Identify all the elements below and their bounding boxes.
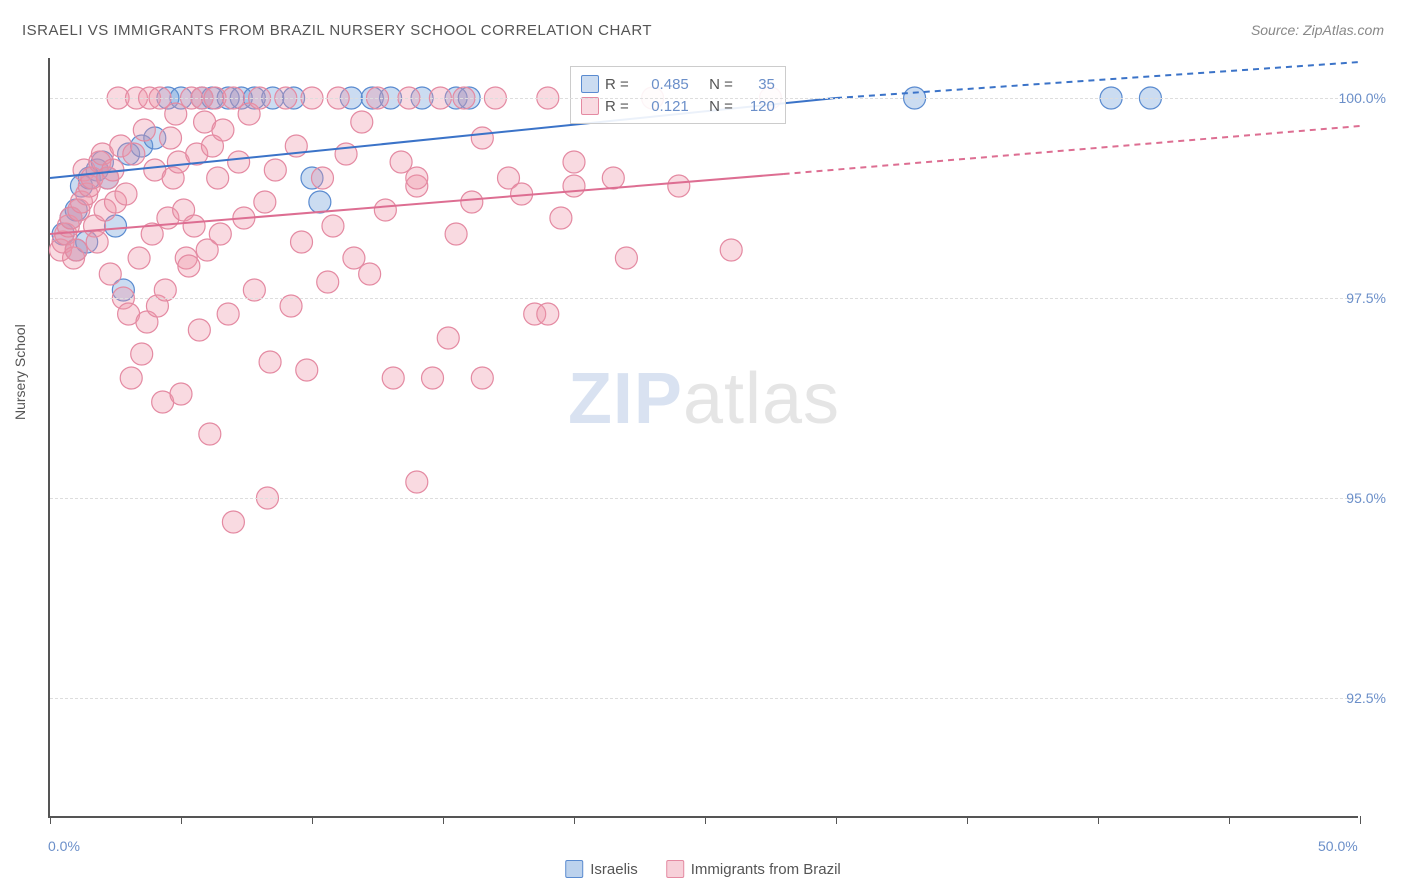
scatter-point [65,239,87,261]
gridline [50,498,1358,499]
scatter-point [131,343,153,365]
legend-n-value: 35 [739,76,775,93]
scatter-point [563,175,585,197]
scatter-point [160,127,182,149]
trend-line-dashed [836,62,1360,98]
scatter-point [406,167,428,189]
scatter-point [217,303,239,325]
scatter-point [212,119,234,141]
scatter-point [471,127,493,149]
scatter-point [615,247,637,269]
scatter-point [99,263,121,285]
scatter-point [563,151,585,173]
scatter-point [123,143,145,165]
scatter-point [115,183,137,205]
bottom-legend-item: Israelis [565,860,638,878]
scatter-point [199,423,221,445]
x-tick [50,816,51,824]
legend-r-value: 0.485 [635,76,689,93]
y-tick-label: 100.0% [1339,90,1386,106]
x-tick [312,816,313,824]
legend-swatch [581,75,599,93]
scatter-point [351,111,373,133]
y-tick-label: 97.5% [1346,290,1386,306]
scatter-point [720,239,742,261]
scatter-point [322,215,344,237]
y-axis-label: Nursery School [12,324,28,420]
x-tick [1098,816,1099,824]
x-tick [181,816,182,824]
x-tick [967,816,968,824]
legend-swatch [666,860,684,878]
x-tick [443,816,444,824]
gridline [50,298,1358,299]
scatter-point [374,199,396,221]
scatter-point [259,351,281,373]
x-tick [836,816,837,824]
scatter-point [222,511,244,533]
y-tick-label: 92.5% [1346,690,1386,706]
bottom-legend-item: Immigrants from Brazil [666,860,841,878]
legend-n-label: N = [709,76,733,93]
x-tick [574,816,575,824]
chart-svg [50,58,1358,816]
scatter-point [550,207,572,229]
x-tick [705,816,706,824]
scatter-point [359,263,381,285]
scatter-point [254,191,276,213]
scatter-point [537,303,559,325]
scatter-point [602,167,624,189]
scatter-point [668,175,690,197]
scatter-point [207,167,229,189]
legend-n-label: N = [709,98,733,115]
legend-swatch [565,860,583,878]
scatter-point [311,167,333,189]
y-tick-label: 95.0% [1346,490,1386,506]
correlation-legend: R = 0.485 N = 35 R = 0.121 N = 120 [570,66,786,124]
scatter-point [461,191,483,213]
legend-r-value: 0.121 [635,98,689,115]
scatter-point [317,271,339,293]
scatter-point [188,319,210,341]
scatter-point [178,255,200,277]
scatter-point [120,367,142,389]
gridline [50,98,1358,99]
bottom-legend: Israelis Immigrants from Brazil [565,860,841,878]
x-tick-label: 0.0% [48,838,80,854]
scatter-point [264,159,286,181]
scatter-point [128,247,150,269]
x-tick [1229,816,1230,824]
scatter-point [183,215,205,237]
scatter-point [170,383,192,405]
scatter-point [228,151,250,173]
scatter-point [382,367,404,389]
plot-area: ZIPatlas R =0.485 N =35R =0.121 N =120 [48,58,1358,818]
scatter-point [291,231,313,253]
x-tick-label: 50.0% [1318,838,1358,854]
legend-r-label: R = [605,98,629,115]
gridline [50,698,1358,699]
scatter-point [422,367,444,389]
trend-line-dashed [784,126,1360,174]
scatter-point [471,367,493,389]
legend-row: R = 0.485 N = 35 [581,73,775,95]
scatter-point [445,223,467,245]
scatter-point [406,471,428,493]
chart-title: ISRAELI VS IMMIGRANTS FROM BRAZIL NURSER… [22,22,652,39]
scatter-point [209,223,231,245]
scatter-point [86,231,108,253]
bottom-legend-label: Israelis [590,861,638,878]
bottom-legend-label: Immigrants from Brazil [691,861,841,878]
x-tick [1360,816,1361,824]
legend-n-value: 120 [739,98,775,115]
legend-r-label: R = [605,76,629,93]
legend-swatch [581,97,599,115]
scatter-point [133,119,155,141]
scatter-point [296,359,318,381]
scatter-point [309,191,331,213]
scatter-point [437,327,459,349]
source-label: Source: ZipAtlas.com [1251,22,1384,38]
